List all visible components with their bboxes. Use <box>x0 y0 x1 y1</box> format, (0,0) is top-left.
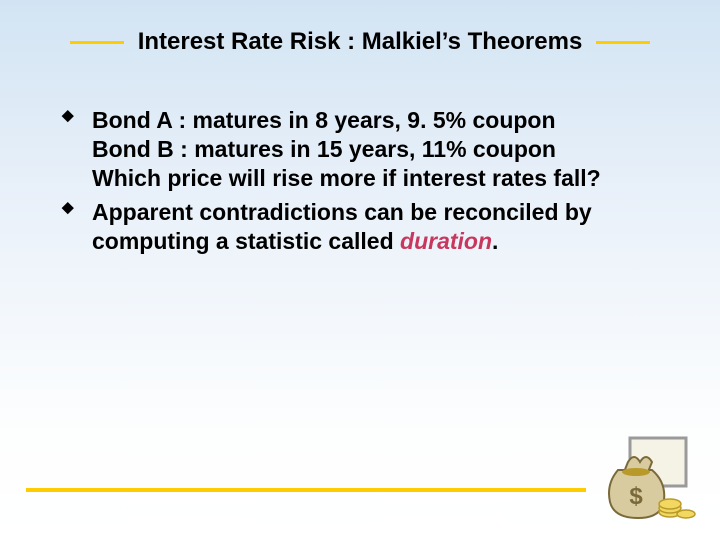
title-rule-left <box>70 41 124 44</box>
title-rule-right <box>596 41 650 44</box>
content-area: Bond A : matures in 8 years, 9. 5% coupo… <box>0 56 720 256</box>
title-row: Interest Rate Risk : Malkiel’s Theorems <box>0 0 720 56</box>
bullet-item: Apparent contradictions can be reconcile… <box>60 198 660 256</box>
svg-text:$: $ <box>629 483 643 510</box>
bullet-list: Bond A : matures in 8 years, 9. 5% coupo… <box>60 106 660 256</box>
slide-title: Interest Rate Risk : Malkiel’s Theorems <box>138 28 583 56</box>
bottom-rule <box>26 488 586 492</box>
bullet-item: Bond A : matures in 8 years, 9. 5% coupo… <box>60 106 660 192</box>
money-bag-icon: $ <box>588 422 698 522</box>
